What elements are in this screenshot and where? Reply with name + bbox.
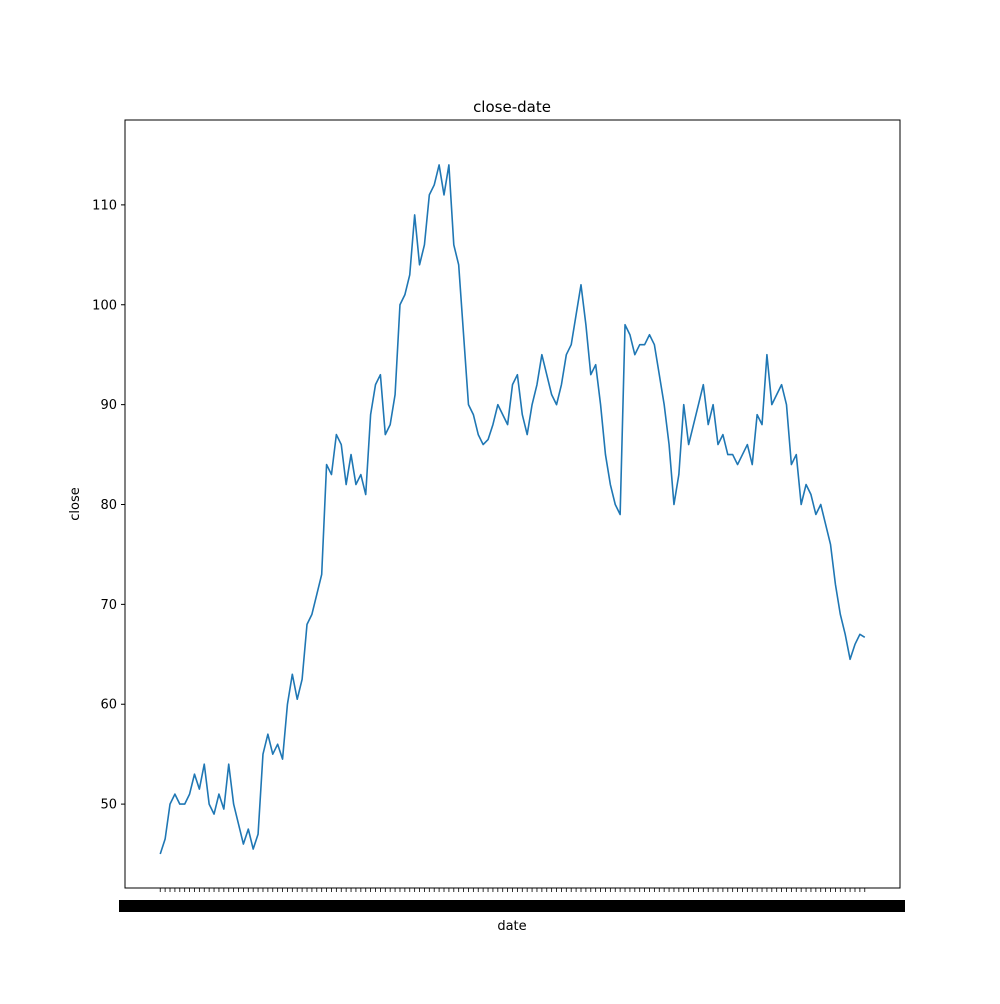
y-tick-label: 90: [100, 398, 117, 413]
x-axis-label: date: [497, 919, 526, 934]
y-tick-label: 60: [100, 698, 117, 713]
x-tick-labels-overlap: [119, 900, 905, 912]
x-ticks: [159, 888, 866, 892]
y-tick-label: 110: [92, 198, 117, 213]
y-tick-label: 100: [92, 298, 117, 313]
chart-title: close-date: [473, 98, 551, 116]
y-tick-label: 50: [100, 798, 117, 813]
y-tick-label: 80: [100, 498, 117, 513]
plot-frame: [124, 119, 901, 889]
line: [159, 164, 866, 855]
y-axis-label: close: [68, 487, 83, 520]
y-tick-label: 70: [100, 598, 117, 613]
